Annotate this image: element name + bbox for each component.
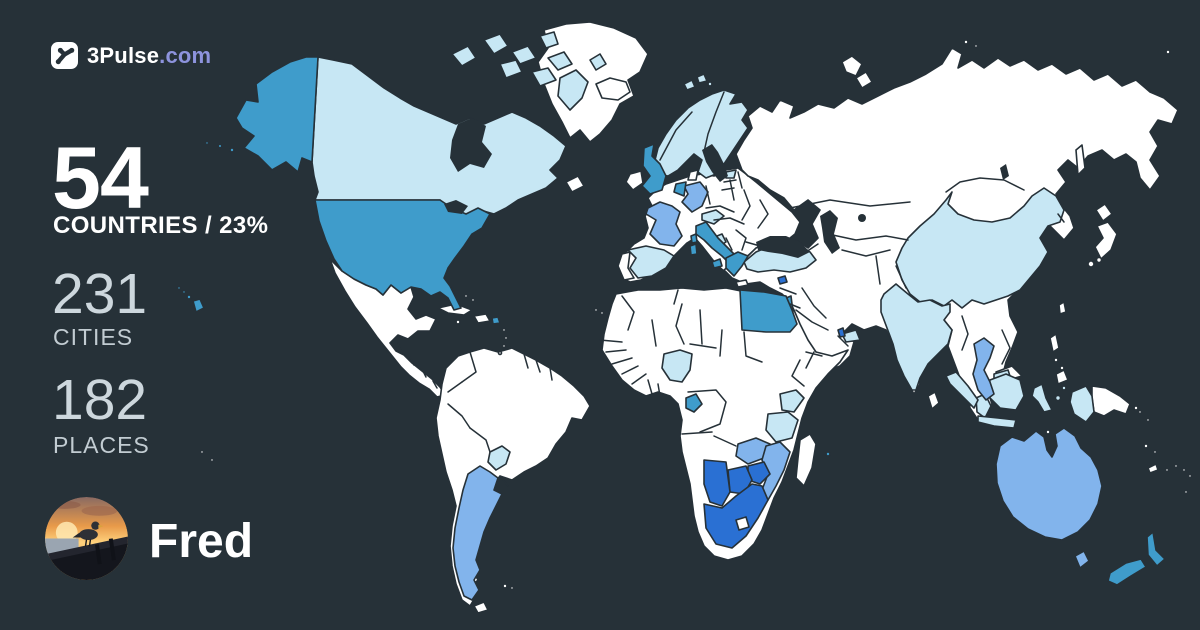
country-scandinavia <box>653 89 749 179</box>
country-sumatra <box>945 371 979 409</box>
baffin-island <box>557 69 589 111</box>
avatar <box>45 497 128 580</box>
country-papua-new-guinea <box>1091 385 1131 417</box>
country-greenland <box>537 21 649 143</box>
country-tasmania <box>1074 550 1090 569</box>
country-iceland <box>595 77 631 101</box>
countries-medium <box>176 56 1166 586</box>
user-name: Fred <box>149 515 254 568</box>
country-south-africa <box>703 483 769 549</box>
country-japan-hokkaido <box>1095 203 1113 222</box>
cities-label: CITIES <box>53 324 134 350</box>
country-argentina <box>452 465 503 601</box>
sea-overlays <box>444 118 1009 258</box>
black-sea <box>756 236 810 258</box>
countries-count: 54 <box>52 128 149 227</box>
sicily <box>711 258 723 269</box>
country-greece <box>725 251 749 277</box>
country-new-caledonia <box>1147 463 1159 474</box>
mauritius <box>825 451 831 457</box>
country-ireland <box>625 170 644 191</box>
country-spain <box>627 245 675 279</box>
hawaii <box>176 285 182 291</box>
lake-baikal <box>1000 164 1009 180</box>
country-uae <box>841 329 861 343</box>
hudson-bay <box>450 118 492 172</box>
country-australia <box>995 427 1103 541</box>
country-benelux <box>673 181 687 197</box>
country-uk <box>641 143 667 195</box>
country-alaska <box>235 56 319 173</box>
country-congo <box>685 393 703 413</box>
brand-logo[interactable]: 3Pulse.com <box>51 42 211 69</box>
country-estonia <box>725 169 737 179</box>
country-kenya <box>779 389 805 413</box>
country-usa <box>314 199 491 311</box>
country-newfoundland <box>565 175 585 193</box>
places-label: PLACES <box>53 432 150 458</box>
country-madagascar <box>795 433 817 487</box>
country-new-zealand-south <box>1107 558 1147 586</box>
sardinia <box>689 243 698 256</box>
country-namibia <box>703 459 731 507</box>
tierra-del-fuego <box>473 601 489 614</box>
country-lesotho <box>735 516 750 531</box>
country-borders <box>397 91 1065 487</box>
country-taiwan <box>1058 301 1067 315</box>
countries-periwinkle <box>452 181 1103 601</box>
places-count: 182 <box>52 368 148 432</box>
country-india <box>880 283 953 391</box>
brand-name: 3Pulse.com <box>87 42 212 68</box>
country-cyprus <box>777 275 788 285</box>
caspian-sea <box>820 210 840 254</box>
corsica <box>690 233 698 244</box>
country-novaya-zemlya <box>841 55 863 77</box>
country-qatar <box>837 327 846 338</box>
country-new-zealand-north <box>1146 531 1166 567</box>
country-sakhalin <box>1075 144 1086 176</box>
baltic-sea <box>702 144 728 182</box>
country-philippines <box>1049 333 1060 353</box>
country-west-papua <box>1069 385 1095 423</box>
falkland-islands <box>502 583 508 589</box>
countries-label: COUNTRIES / 23% <box>53 212 269 239</box>
country-canada <box>311 56 567 217</box>
country-hispaniola <box>473 313 491 324</box>
country-france <box>645 201 683 247</box>
country-nigeria <box>661 349 693 383</box>
brand-tld: .com <box>159 42 212 68</box>
country-tanzania <box>765 411 799 443</box>
country-japan-honshu <box>1094 221 1118 260</box>
country-puerto-rico <box>491 316 501 325</box>
country-sulawesi <box>1031 383 1053 413</box>
country-svalbard <box>683 79 696 91</box>
aral-sea <box>858 214 866 222</box>
country-crete <box>735 279 749 288</box>
country-egypt <box>739 289 798 333</box>
countries-dark <box>703 275 846 549</box>
cities-count: 231 <box>52 262 148 326</box>
country-denmark <box>687 169 699 181</box>
country-paraguay <box>487 445 511 471</box>
pulse-nodes-icon <box>51 42 78 69</box>
great-lakes <box>444 200 468 214</box>
country-java <box>977 415 1017 429</box>
country-germany <box>681 181 709 213</box>
country-sri-lanka <box>927 391 940 410</box>
country-thailand <box>972 337 995 401</box>
